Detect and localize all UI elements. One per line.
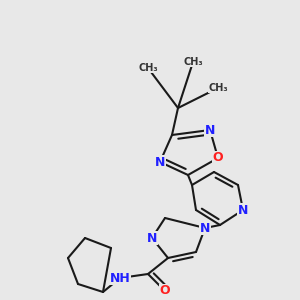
Text: NH: NH	[110, 272, 130, 284]
Text: N: N	[147, 232, 157, 244]
Text: CH₃: CH₃	[138, 63, 158, 73]
Text: N: N	[238, 203, 248, 217]
Text: O: O	[160, 284, 170, 298]
Text: CH₃: CH₃	[208, 83, 228, 93]
Text: O: O	[213, 152, 223, 164]
Text: N: N	[200, 221, 210, 235]
Text: N: N	[205, 124, 215, 136]
Text: N: N	[155, 155, 165, 169]
Text: CH₃: CH₃	[183, 57, 203, 67]
